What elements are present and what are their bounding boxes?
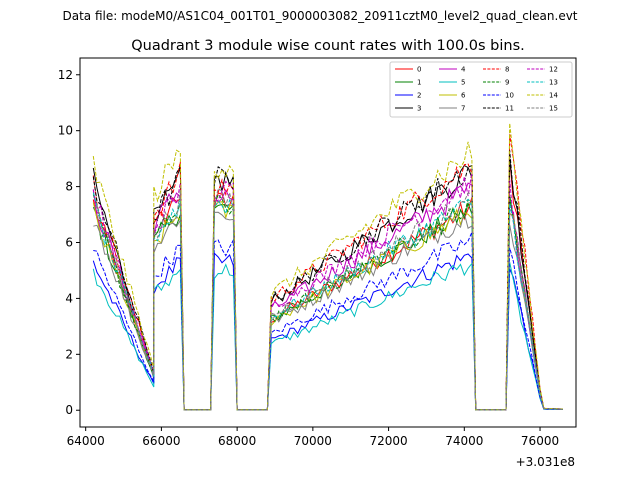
x-tick-label: 66000 [142, 434, 180, 448]
series-line-15 [92, 187, 563, 411]
y-tick-label: 12 [58, 68, 73, 82]
suptitle: Data file: modeM0/AS1C04_001T01_90000030… [62, 9, 577, 23]
series-line-13 [92, 192, 563, 411]
series-line-2 [92, 252, 563, 411]
y-tick-label: 2 [65, 347, 73, 361]
x-axis: 64000 66000 68000 70000 72000 74000 76000 [67, 427, 559, 448]
x-tick-label: 72000 [369, 434, 407, 448]
y-tick-label: 10 [58, 124, 73, 138]
x-offset-label: +3.031e8 [516, 455, 575, 469]
x-tick-label: 76000 [521, 434, 559, 448]
legend-label-5: 5 [461, 79, 465, 87]
legend-label-2: 2 [417, 92, 421, 100]
legend-frame [389, 61, 573, 118]
series-line-5 [92, 262, 563, 411]
series-line-7 [93, 211, 563, 411]
series-line-11 [92, 150, 563, 411]
legend-label-14: 14 [549, 92, 558, 100]
legend-label-10: 10 [505, 92, 514, 100]
y-axis: 0 2 4 6 8 10 12 [58, 68, 80, 417]
legend-label-7: 7 [461, 105, 465, 113]
series-line-10 [93, 232, 563, 411]
legend-label-6: 6 [461, 92, 466, 100]
series-line-14 [92, 123, 563, 411]
series-line-12 [92, 171, 563, 411]
legend-label-9: 9 [505, 79, 509, 87]
series-line-9 [92, 193, 563, 411]
legend-label-8: 8 [505, 66, 509, 74]
series-line-6 [92, 201, 563, 411]
x-tick-label: 68000 [218, 434, 256, 448]
y-tick-label: 4 [65, 291, 73, 305]
y-tick-label: 8 [65, 180, 73, 194]
x-tick-label: 64000 [67, 434, 105, 448]
legend-label-15: 15 [549, 105, 558, 113]
legend-label-1: 1 [417, 79, 421, 87]
chart-title: Quadrant 3 module wise count rates with … [131, 38, 525, 54]
legend-label-4: 4 [461, 66, 466, 74]
legend-label-3: 3 [417, 105, 421, 113]
legend-label-13: 13 [549, 79, 558, 87]
y-tick-label: 6 [65, 236, 73, 250]
legend-label-11: 11 [505, 105, 514, 113]
y-tick-label: 0 [65, 403, 73, 417]
series-line-3 [92, 158, 563, 411]
legend-label-12: 12 [549, 66, 558, 74]
x-tick-label: 74000 [445, 434, 483, 448]
x-tick-label: 70000 [294, 434, 332, 448]
series-line-8 [92, 134, 563, 411]
legend-label-0: 0 [417, 66, 421, 74]
series-line-4 [92, 182, 563, 411]
